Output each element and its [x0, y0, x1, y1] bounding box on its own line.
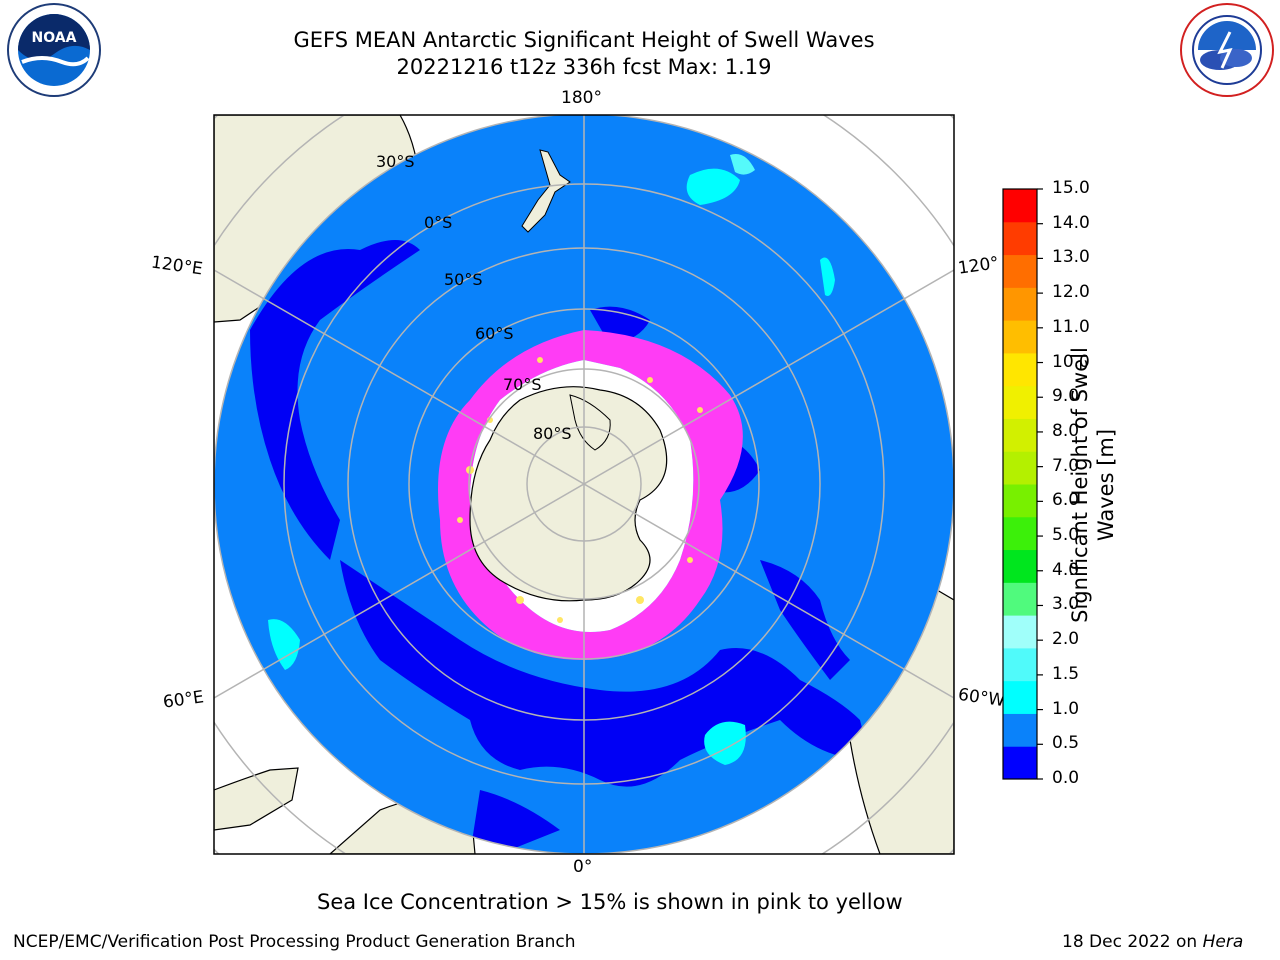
colorbar-tick-label: 6.0 — [1052, 490, 1080, 511]
colorbar-label: Significant Height of Swell Waves [m] — [1067, 325, 1127, 645]
colorbar-bin — [1003, 582, 1037, 616]
colorbar — [1002, 188, 1043, 780]
lon-label-0: 0° — [573, 857, 593, 877]
colorbar-bin — [1003, 221, 1037, 256]
colorbar-bin — [1003, 287, 1037, 321]
lat-label-40s: 0°S — [424, 213, 453, 232]
colorbar-bin — [1003, 254, 1037, 288]
colorbar-bin — [1003, 189, 1037, 223]
colorbar-tick-label: 8.0 — [1052, 420, 1080, 441]
colorbar-bin — [1003, 484, 1037, 518]
colorbar-bin — [1003, 418, 1037, 452]
colorbar-tick-label: 12.0 — [1052, 282, 1090, 303]
noaa-logo: NOAA — [7, 3, 101, 97]
chart-subtitle: 20221216 t12z 336h fcst Max: 1.19 — [396, 55, 772, 79]
national-weather-service-logo — [1180, 3, 1274, 97]
noaa-logo-text: NOAA — [32, 30, 77, 46]
colorbar-bin — [1003, 451, 1037, 485]
map-frame — [213, 114, 955, 855]
colorbar-tick-label: 9.0 — [1052, 386, 1080, 407]
lat-label-50s: 50°S — [444, 270, 483, 289]
colorbar-tick-label: 1.5 — [1052, 663, 1080, 684]
swell-lightcyan-patches — [730, 154, 755, 175]
colorbar-tick-label: 0.5 — [1052, 733, 1080, 754]
colorbar-tick-label: 4.0 — [1052, 559, 1080, 580]
new-zealand — [521, 149, 571, 233]
colorbar-bin — [1003, 713, 1037, 747]
colorbar-tick-label: 15.0 — [1052, 178, 1090, 198]
graticule — [214, 115, 954, 854]
colorbar-tick-label: 11.0 — [1052, 316, 1090, 337]
colorbar-bin — [1003, 352, 1037, 387]
colorbar-label-line1: Significant Height of Swell — [1068, 347, 1092, 623]
colorbar-label-line2: Waves [m] — [1094, 428, 1118, 542]
colorbar-bin — [1003, 615, 1037, 649]
colorbar-tick-label: 5.0 — [1052, 525, 1080, 546]
sea-ice-yellow-specks — [457, 357, 703, 623]
footer-right: 18 Dec 2022 on Hera — [1062, 932, 1243, 952]
colorbar-tick-label: 7.0 — [1052, 455, 1080, 476]
lat-label-80s: 80°S — [533, 424, 572, 443]
colorbar-bin — [1003, 320, 1037, 354]
colorbar-bin — [1003, 516, 1037, 551]
lon-label-180: 180° — [561, 88, 602, 108]
lat-label-70s: 70°S — [503, 375, 542, 394]
footer-left: NCEP/EMC/Verification Post Processing Pr… — [13, 932, 576, 952]
footer-date: 18 Dec 2022 on — [1062, 932, 1203, 952]
sea-ice-note-text: Sea Ice Concentration > 15% is shown in … — [317, 890, 903, 914]
colorbar-bin — [1003, 647, 1037, 682]
colorbar-tick-label: 10.0 — [1052, 351, 1090, 372]
chart-title: GEFS MEAN Antarctic Significant Height o… — [293, 28, 875, 52]
colorbar-tick-label: 3.0 — [1052, 594, 1080, 615]
footer-machine: Hera — [1202, 932, 1244, 952]
colorbar-bin — [1003, 385, 1037, 419]
colorbar-tick-label: 1.0 — [1052, 698, 1080, 719]
colorbar-tick-label: 2.0 — [1052, 629, 1080, 650]
colorbar-tick-label: 0.0 — [1052, 768, 1080, 788]
colorbar-bin — [1003, 549, 1037, 583]
colorbar-tick-label: 14.0 — [1052, 212, 1090, 233]
colorbar-tick-label: 13.0 — [1052, 247, 1090, 268]
lat-label-30s: 30°S — [376, 152, 415, 171]
colorbar-bin — [1003, 680, 1037, 714]
colorbar-bin — [1003, 746, 1037, 780]
ross-ice-shelf — [569, 394, 611, 451]
lat-label-60s: 60°S — [475, 324, 514, 343]
